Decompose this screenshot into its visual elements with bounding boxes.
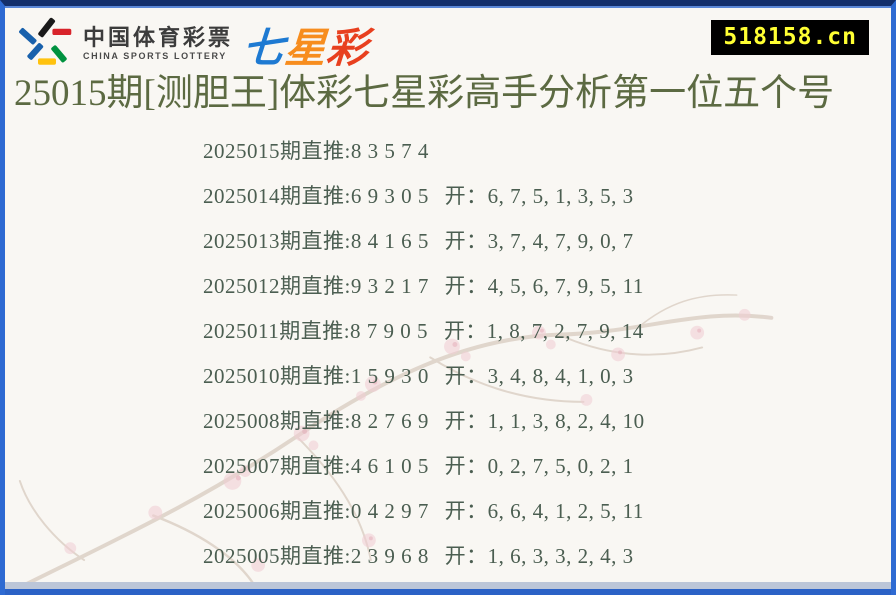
- row-open-numbers: 开：3, 4, 8, 4, 1, 0, 3: [444, 364, 634, 388]
- history-row: 2025011期直推:8 7 9 0 5 开：1, 8, 7, 2, 7, 9,…: [203, 309, 645, 354]
- row-period-zhitui: 2025011期直推:8 7 9 0 5: [203, 319, 429, 343]
- history-row: 2025013期直推:8 4 1 6 5 开：3, 7, 4, 7, 9, 0,…: [203, 219, 645, 264]
- row-period-zhitui: 2025010期直推:1 5 9 3 0: [203, 364, 429, 388]
- logo-text: 中国体育彩票 CHINA SPORTS LOTTERY: [83, 27, 233, 61]
- top-border-highlight: [5, 6, 891, 8]
- history-row: 2025006期直推:0 4 2 9 7 开：6, 6, 4, 1, 2, 5,…: [203, 489, 645, 534]
- row-open-numbers: 开：0, 2, 7, 5, 0, 2, 1: [444, 454, 634, 478]
- history-row: 2025005期直推:2 3 9 6 8 开：1, 6, 3, 3, 2, 4,…: [203, 534, 645, 579]
- row-period-zhitui: 2025015期直推:8 3 5 7 4: [203, 139, 429, 163]
- sports-lottery-icon: [19, 17, 72, 65]
- bottom-band: [5, 582, 891, 589]
- row-period-zhitui: 2025012期直推:9 3 2 1 7: [203, 274, 429, 298]
- row-open-numbers: 开：1, 6, 3, 3, 2, 4, 3: [444, 544, 634, 568]
- page-content: 中国体育彩票 CHINA SPORTS LOTTERY 七星彩 518158.c…: [5, 6, 891, 595]
- history-row: 2025010期直推:1 5 9 3 0 开：3, 4, 8, 4, 1, 0,…: [203, 354, 645, 399]
- row-open-numbers: 开：1, 8, 7, 2, 7, 9, 14: [443, 319, 644, 343]
- history-row: 2025012期直推:9 3 2 1 7 开：4, 5, 6, 7, 9, 5,…: [203, 264, 645, 309]
- row-period-zhitui: 2025013期直推:8 4 1 6 5: [203, 229, 429, 253]
- site-badge: 518158.cn: [711, 20, 869, 55]
- row-open-numbers: 开：3, 7, 4, 7, 9, 0, 7: [444, 229, 634, 253]
- row-open-numbers: 开：6, 7, 5, 1, 3, 5, 3: [444, 184, 634, 208]
- page-title: 25015期[测胆王]体彩七星彩高手分析第一位五个号: [14, 73, 835, 114]
- row-period-zhitui: 2025008期直推:8 2 7 6 9: [203, 409, 429, 433]
- history-row: 2025007期直推:4 6 1 0 5 开：0, 2, 7, 5, 0, 2,…: [203, 444, 645, 489]
- history-row: 2025008期直推:8 2 7 6 9 开：1, 1, 3, 8, 2, 4,…: [203, 399, 645, 444]
- logo-english-name: CHINA SPORTS LOTTERY: [83, 51, 227, 61]
- history-row: 2025015期直推:8 3 5 7 4: [203, 129, 645, 174]
- row-open-numbers: 开：1, 1, 3, 8, 2, 4, 10: [444, 409, 645, 433]
- row-open-numbers: 开：6, 6, 4, 1, 2, 5, 11: [444, 499, 644, 523]
- row-period-zhitui: 2025007期直推:4 6 1 0 5: [203, 454, 429, 478]
- row-period-zhitui: 2025005期直推:2 3 9 6 8: [203, 544, 429, 568]
- lottery-logo: 中国体育彩票 CHINA SPORTS LOTTERY 七星彩: [19, 14, 370, 74]
- row-period-zhitui: 2025006期直推:0 4 2 9 7: [203, 499, 429, 523]
- history-list: 2025015期直推:8 3 5 7 4 2025014期直推:6 9 3 0 …: [203, 129, 645, 579]
- history-row: 2025014期直推:6 9 3 0 5 开：6, 7, 5, 1, 3, 5,…: [203, 174, 645, 219]
- row-open-numbers: 开：4, 5, 6, 7, 9, 5, 11: [444, 274, 644, 298]
- bottom-border: [5, 589, 891, 595]
- logo-chinese-name: 中国体育彩票: [83, 25, 234, 50]
- row-period-zhitui: 2025014期直推:6 9 3 0 5: [203, 184, 429, 208]
